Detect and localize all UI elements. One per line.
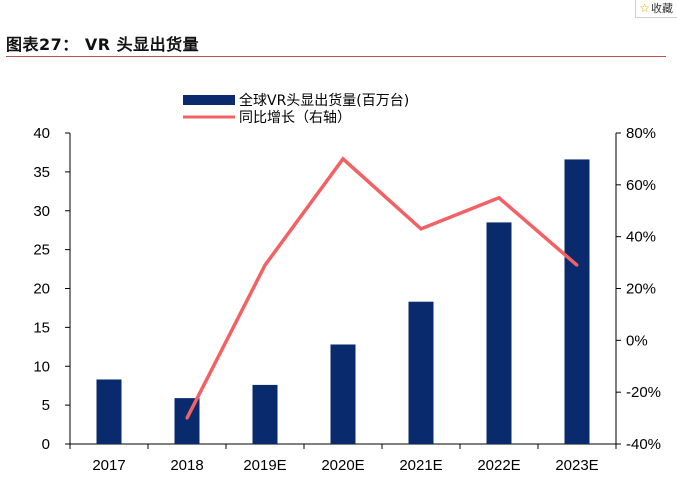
bar-2021E: [408, 301, 434, 444]
y-right-tick-label: -40%: [626, 436, 661, 453]
title-divider: [6, 56, 666, 57]
y-right-tick-label: 60%: [626, 177, 656, 194]
y-right-tick-label: 0%: [626, 332, 648, 349]
growth-line: [185, 156, 579, 419]
legend: 全球VR头显出货量(百万台) 同比增长（右轴）: [183, 92, 409, 126]
growth-point-2023E: [575, 263, 579, 267]
x-tick-label: 2021E: [399, 457, 442, 474]
x-tick-label: 2022E: [477, 457, 520, 474]
y-left-tick-label: 25: [33, 242, 50, 259]
growth-point-2018: [185, 416, 189, 420]
y-left-tick-label: 20: [33, 281, 50, 298]
growth-point-2021E: [419, 227, 423, 231]
y-right-tick-label: 20%: [626, 281, 656, 298]
legend-label-bar: 全球VR头显出货量(百万台): [239, 92, 409, 109]
growth-point-2022E: [497, 196, 501, 200]
legend-swatch-bar: [183, 95, 235, 105]
y-right-tick-label: 80%: [626, 125, 656, 142]
bar-2022E: [486, 222, 512, 444]
star-icon: ☆: [639, 1, 650, 15]
bar-2023E: [564, 159, 590, 444]
bar-2017: [96, 379, 122, 444]
plot-area: 0 5 10 15 20 25 30 35 40 -40% -20% 0% 20% 40% 60% 80% 20…: [33, 125, 661, 474]
favorite-label: 收藏: [651, 2, 673, 15]
bar-2020E: [330, 344, 356, 444]
bar-2018: [174, 398, 200, 444]
y-left-tick-label: 40: [33, 125, 50, 142]
bar-2019E: [252, 384, 278, 444]
x-tick-label: 2019E: [243, 457, 286, 474]
x-tick-label: 2017: [92, 457, 125, 474]
x-tick-label: 2018: [170, 457, 203, 474]
y-left-tick-label: 10: [33, 358, 50, 375]
growth-point-2019E: [263, 263, 267, 267]
y-left-tick-label: 5: [42, 397, 50, 414]
y-right-tick-label: 40%: [626, 229, 656, 246]
x-tick-label: 2023E: [555, 457, 598, 474]
y-left-tick-label: 30: [33, 203, 50, 220]
legend-label-line: 同比增长（右轴）: [239, 110, 351, 126]
growth-point-2020E: [341, 157, 345, 161]
y-left-tick-label: 35: [33, 164, 50, 181]
figure-title: 图表27： VR 头显出货量: [6, 35, 200, 54]
y-left-tick-label: 0: [42, 436, 50, 453]
y-right-tick-label: -20%: [626, 384, 661, 401]
favorite-button[interactable]: ☆收藏: [635, 0, 677, 18]
x-tick-label: 2020E: [321, 457, 364, 474]
y-left-tick-label: 15: [33, 319, 50, 336]
